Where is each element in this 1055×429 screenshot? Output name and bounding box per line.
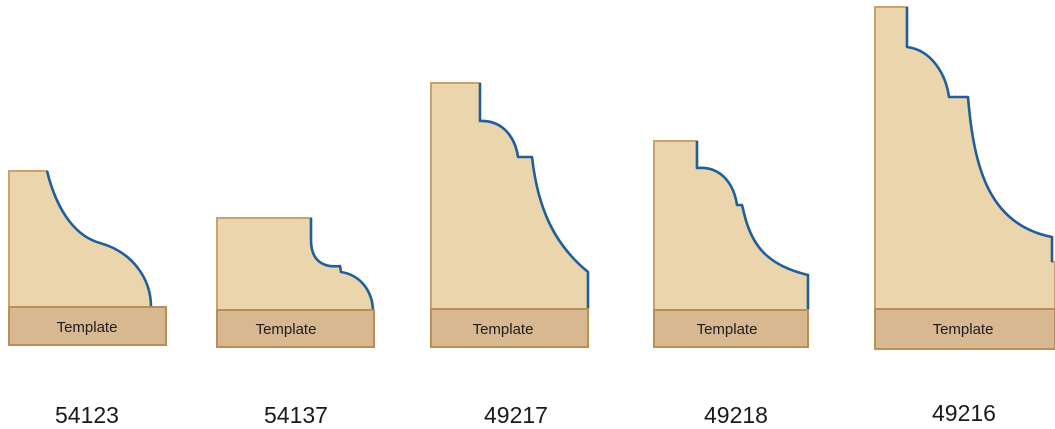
template-label: Template	[473, 321, 534, 338]
profile-body	[8, 170, 153, 308]
profile-54123: Template 54123	[8, 170, 167, 428]
profile-49216: Template 49216	[874, 6, 1055, 426]
template-label: Template	[697, 321, 758, 338]
profile-code: 54137	[264, 402, 328, 428]
profile-code: 49216	[932, 400, 996, 426]
cutting-edge	[695, 141, 810, 310]
profile-49217: Template 49217	[430, 82, 590, 428]
cutting-edge	[309, 218, 375, 311]
cutting-edge	[905, 7, 1054, 262]
profile-code: 49218	[704, 402, 768, 428]
profile-code: 49217	[484, 402, 548, 428]
cutting-edge	[478, 83, 590, 309]
profile-54137: Template 54137	[216, 217, 375, 428]
profile-body	[653, 140, 809, 311]
profile-49218: Template 49218	[653, 140, 810, 428]
template-label: Template	[256, 321, 317, 338]
profile-body	[216, 217, 375, 311]
template-bar	[653, 309, 809, 348]
template-label: Template	[57, 319, 118, 336]
cutting-edge	[45, 170, 153, 308]
profile-body	[874, 6, 1055, 310]
template-label: Template	[933, 321, 994, 338]
template-bar	[430, 308, 589, 348]
template-bar	[874, 308, 1055, 350]
profile-body	[430, 82, 589, 310]
profile-code: 54123	[55, 402, 119, 428]
template-bar	[8, 306, 167, 346]
template-bar	[216, 309, 375, 348]
